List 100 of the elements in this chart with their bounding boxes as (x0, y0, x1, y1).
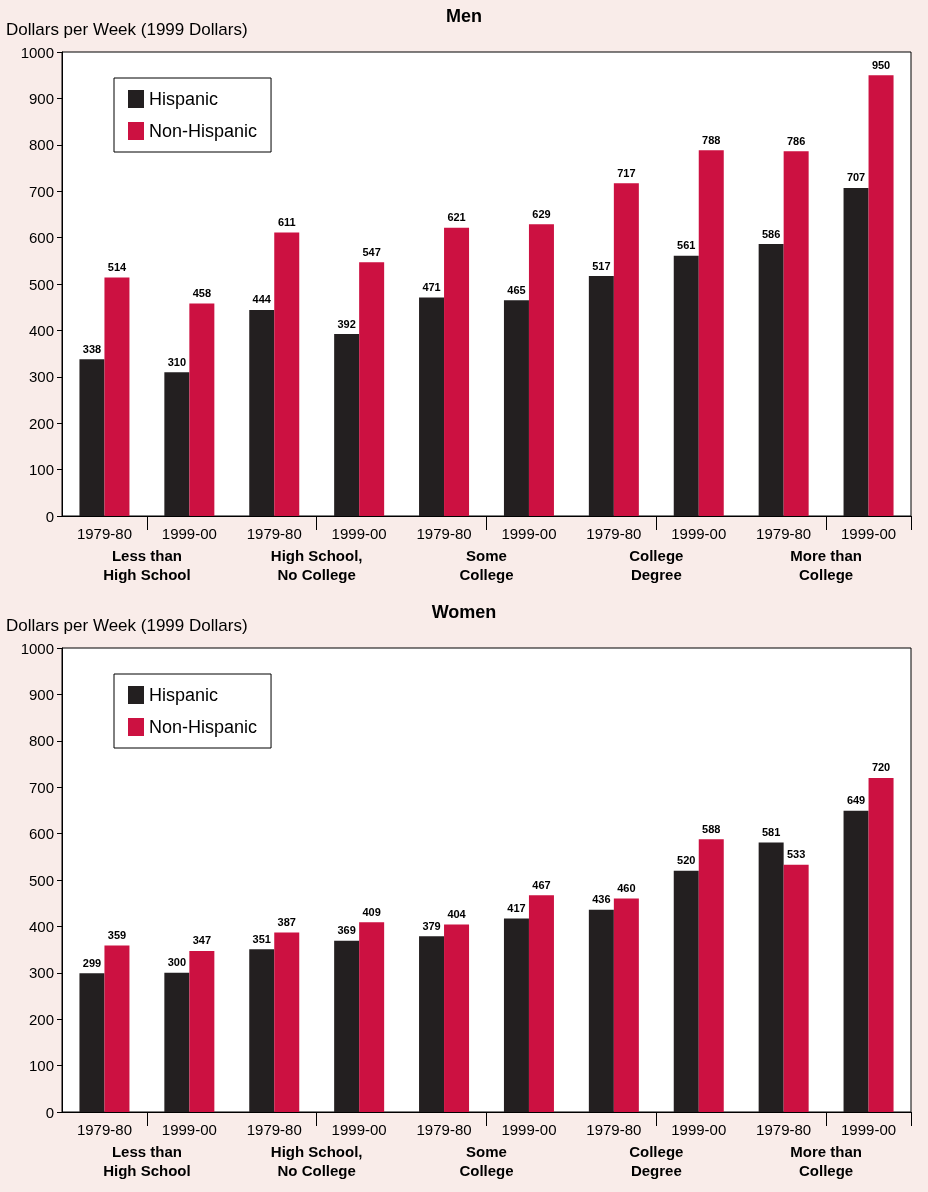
bar (79, 359, 105, 516)
bar (359, 262, 385, 516)
bar (104, 277, 130, 516)
x-tick-label: 1979-80 (756, 1121, 812, 1138)
y-tick-label: 200 (28, 414, 54, 432)
bar (189, 303, 215, 516)
y-tick-label: 600 (28, 825, 54, 843)
text: More than College (790, 547, 862, 583)
y-tick-label: 400 (28, 321, 54, 339)
y-tick-label: 0 (45, 507, 54, 525)
y-tick-label: 700 (28, 182, 54, 200)
x-tick-label: 1999-00 (501, 525, 557, 542)
bar (758, 244, 784, 516)
y-tick-label: 1000 (20, 43, 54, 61)
x-tick-label: 1999-00 (841, 1121, 897, 1138)
data-label: 310 (167, 355, 187, 368)
data-label: 299 (82, 956, 102, 969)
y-tick-label: 700 (28, 778, 54, 796)
data-label: 517 (592, 259, 611, 272)
bar (164, 972, 190, 1112)
data-label: 786 (786, 134, 806, 147)
bar (783, 151, 809, 516)
y-tick-label: 500 (28, 275, 54, 293)
legend-label: Non-Hispanic (149, 717, 258, 737)
bar (274, 232, 300, 516)
x-tick-label: 1979-80 (756, 525, 812, 542)
x-tick-label: 1979-80 (416, 525, 472, 542)
text: Some College (459, 547, 514, 583)
x-tick-label: 1999-00 (161, 525, 217, 542)
text: Less than High School (103, 1143, 191, 1179)
bar (164, 372, 190, 516)
bar (698, 839, 724, 1112)
x-tick-label: 1979-80 (76, 525, 132, 542)
text: High School, No College (270, 1143, 363, 1179)
data-label: 467 (532, 878, 551, 891)
y-tick-label: 800 (28, 732, 54, 750)
y-tick-label: 500 (28, 871, 54, 889)
bar (673, 255, 699, 516)
data-label: 444 (252, 293, 272, 306)
bar (359, 922, 385, 1112)
data-label: 351 (252, 932, 271, 945)
data-label: 629 (532, 207, 551, 220)
text: College Degree (629, 1143, 684, 1179)
data-label: 514 (107, 261, 128, 273)
bar (274, 932, 300, 1112)
text: High School, No College (270, 547, 363, 583)
bar (588, 909, 614, 1112)
bar (444, 227, 470, 516)
data-label: 338 (82, 342, 102, 355)
data-label: 369 (337, 924, 356, 937)
x-tick-label: 1999-00 (161, 1121, 217, 1138)
bar (503, 918, 529, 1112)
legend-label: Hispanic (149, 685, 219, 705)
data-label: 520 (677, 854, 696, 867)
bar (104, 945, 130, 1112)
data-label: 950 (871, 58, 891, 71)
data-label: 621 (447, 211, 466, 224)
data-label: 359 (107, 928, 127, 941)
data-label: 379 (422, 919, 441, 932)
data-label: 436 (592, 893, 611, 906)
y-tick-label: 300 (28, 964, 54, 982)
x-tick-label: 1999-00 (501, 1121, 557, 1138)
bar (334, 334, 360, 516)
bar (528, 895, 554, 1112)
bar (868, 777, 894, 1112)
x-tick-label: 1979-80 (586, 1121, 642, 1138)
bar (249, 949, 275, 1112)
data-label: 392 (337, 317, 356, 330)
bar (249, 309, 275, 516)
bar (79, 973, 105, 1112)
y-tick-label: 0 (45, 1103, 54, 1121)
y-tick-label: 400 (28, 917, 54, 935)
x-tick-label: 1979-80 (246, 1121, 302, 1138)
bar (419, 297, 445, 516)
data-label: 387 (277, 915, 296, 928)
data-label: 586 (761, 227, 781, 240)
data-label: 458 (192, 286, 212, 299)
data-label: 611 (277, 216, 296, 228)
data-label: 460 (617, 882, 636, 895)
chart-title: Men (446, 6, 482, 26)
text: Less than High School (103, 547, 191, 583)
y-tick-label: 900 (28, 89, 54, 107)
x-tick-label: 1999-00 (331, 525, 387, 542)
text: More than College (790, 1143, 862, 1179)
data-label: 347 (192, 934, 212, 947)
bar (503, 300, 529, 516)
bar (528, 224, 554, 516)
y-tick-label: 100 (28, 1057, 54, 1075)
bar (673, 870, 699, 1112)
data-label: 471 (422, 280, 441, 293)
bar (334, 940, 360, 1112)
bar (868, 75, 894, 516)
x-tick-label: 1999-00 (671, 525, 727, 542)
data-label: 465 (507, 283, 526, 296)
y-tick-label: 300 (28, 368, 54, 386)
y-axis-title: Dollars per Week (1999 Dollars) (6, 20, 248, 39)
text: College Degree (629, 547, 684, 583)
data-label: 588 (702, 822, 721, 835)
data-label: 404 (447, 908, 467, 921)
bar (843, 187, 869, 516)
